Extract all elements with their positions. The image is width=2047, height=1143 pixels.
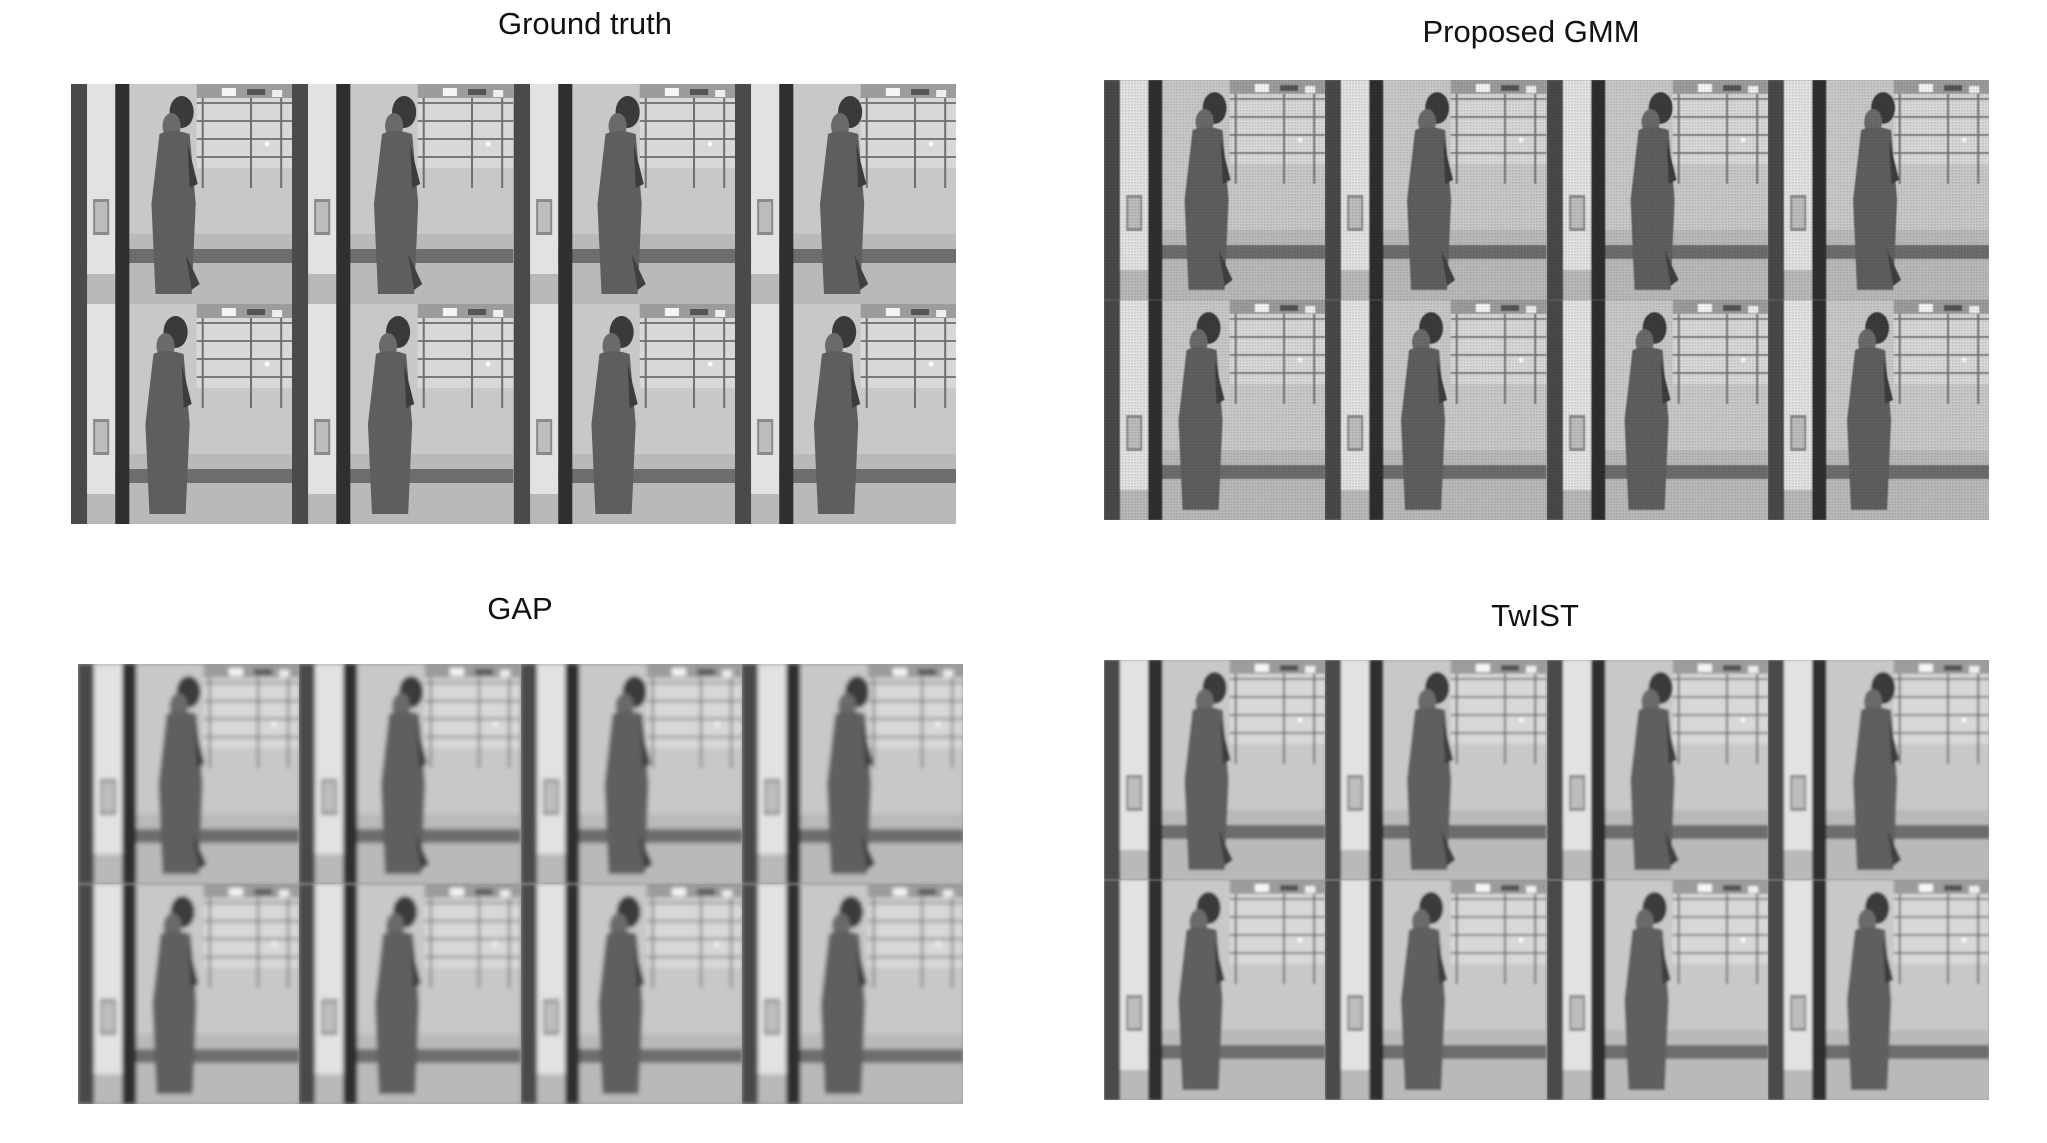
video-frame	[1546, 300, 1768, 520]
montage-ground-truth	[71, 84, 956, 524]
video-frame	[734, 84, 956, 304]
video-frame	[734, 304, 956, 524]
video-frame	[1325, 80, 1547, 300]
video-frame	[1767, 80, 1989, 300]
video-frame	[520, 884, 742, 1104]
montage-proposed-gmm	[1104, 80, 1989, 520]
video-frame	[513, 304, 735, 524]
video-frame	[1546, 660, 1768, 880]
video-frame	[71, 84, 293, 304]
video-frame	[71, 304, 293, 524]
video-frame	[1325, 660, 1547, 880]
video-frame	[1767, 880, 1989, 1100]
panel-title-gap: GAP	[487, 591, 553, 626]
panel-title-proposed-gmm: Proposed GMM	[1422, 14, 1640, 49]
video-frame	[78, 664, 300, 884]
video-frame	[292, 304, 514, 524]
video-frame	[1104, 880, 1326, 1100]
video-frame	[1767, 300, 1989, 520]
montage-gap	[78, 664, 963, 1104]
video-frame	[520, 664, 742, 884]
video-frame	[292, 84, 514, 304]
video-frame	[741, 884, 963, 1104]
video-frame	[1325, 300, 1547, 520]
video-frame	[1546, 880, 1768, 1100]
video-frame	[513, 84, 735, 304]
video-frame	[299, 664, 521, 884]
panel-title-ground-truth: Ground truth	[497, 6, 673, 41]
panel-title-twist: TwIST	[1491, 598, 1579, 633]
video-frame	[1104, 660, 1326, 880]
video-frame	[1546, 80, 1768, 300]
video-frame	[78, 884, 300, 1104]
video-frame	[1767, 660, 1989, 880]
video-frame	[1325, 880, 1547, 1100]
video-frame	[299, 884, 521, 1104]
montage-twist	[1104, 660, 1989, 1100]
video-frame	[741, 664, 963, 884]
video-frame	[1104, 300, 1326, 520]
video-frame	[1104, 80, 1326, 300]
